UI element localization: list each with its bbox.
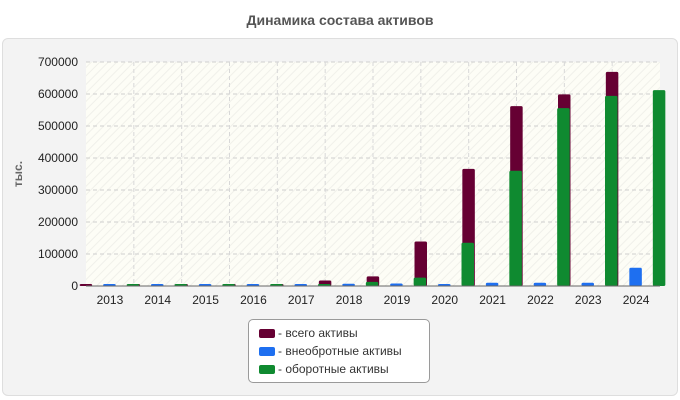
x-tick-label: 2017 <box>288 293 315 307</box>
chart-legend: - всего активы - внеобротные активы - обор… <box>248 319 430 383</box>
x-tick-label: 2013 <box>97 293 124 307</box>
y-tick-label: 700000 <box>38 55 78 69</box>
x-tick-label: 2023 <box>575 293 602 307</box>
x-tick-label: 2016 <box>240 293 267 307</box>
y-tick-label: 200000 <box>38 215 78 229</box>
legend-item: - всего активы <box>259 324 429 342</box>
bar <box>581 282 594 286</box>
bar <box>652 90 666 286</box>
legend-item: - оборотные активы <box>259 360 429 378</box>
y-tick-label: 100000 <box>38 247 78 261</box>
y-tick-label: 0 <box>71 279 78 293</box>
x-tick-label: 2018 <box>336 293 363 307</box>
x-tick-label: 2020 <box>431 293 458 307</box>
y-axis-label: тыс. <box>11 161 25 187</box>
x-tick-label: 2015 <box>192 293 219 307</box>
x-tick-label: 2014 <box>144 293 171 307</box>
x-tick-label: 2021 <box>479 293 506 307</box>
bar <box>509 170 522 286</box>
bar <box>557 108 570 286</box>
y-tick-label: 300000 <box>38 183 78 197</box>
legend-label: - всего активы <box>278 326 358 340</box>
bar <box>390 283 403 286</box>
legend-swatch <box>259 346 275 356</box>
bar <box>533 282 547 286</box>
y-tick-label: 600000 <box>38 87 78 101</box>
bar <box>342 283 355 286</box>
x-tick-label: 2024 <box>623 293 650 307</box>
bar <box>461 242 474 286</box>
legend-swatch <box>259 364 275 374</box>
chart-title: Динамика состава активов <box>246 12 434 28</box>
legend-label: - оборотные активы <box>278 362 389 376</box>
legend-item: - внеобротные активы <box>259 342 429 360</box>
legend-swatch <box>259 328 275 338</box>
bar <box>365 281 379 286</box>
legend-label: - внеобротные активы <box>278 344 402 358</box>
bar <box>414 241 427 286</box>
x-tick-label: 2022 <box>527 293 554 307</box>
x-tick-label: 2019 <box>384 293 411 307</box>
bar <box>605 95 618 286</box>
y-tick-label: 500000 <box>38 119 78 133</box>
bar <box>629 267 642 286</box>
bar <box>413 277 427 286</box>
bar <box>485 282 499 286</box>
y-tick-label: 400000 <box>38 151 78 165</box>
